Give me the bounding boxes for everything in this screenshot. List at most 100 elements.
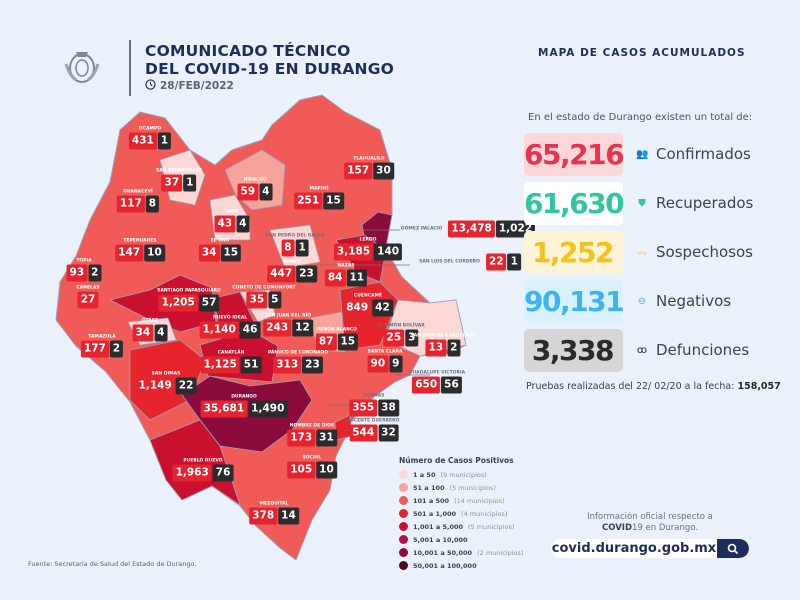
legend-swatch bbox=[399, 535, 408, 544]
municipality-name: Santiago Papasquiaro bbox=[157, 288, 221, 294]
deaths-count: 140 bbox=[374, 243, 403, 261]
deaths-count: 38 bbox=[378, 399, 399, 417]
ribbon-icon: ꝏ bbox=[636, 344, 648, 356]
stat-label-negativos: ⊖ Negativos bbox=[636, 292, 731, 310]
case-counts: 84 11 bbox=[324, 269, 368, 287]
info-text: Información oficial respecto a COVID19 e… bbox=[560, 512, 740, 534]
deaths-count: 3 bbox=[405, 329, 419, 347]
info-line-1: Información oficial respecto a bbox=[587, 512, 713, 522]
confirmed-count: 147 bbox=[115, 244, 144, 262]
deaths-count: 42 bbox=[372, 299, 393, 317]
legend-range: 501 a 1,000 bbox=[413, 509, 457, 518]
deaths-count: 2 bbox=[447, 339, 461, 357]
municipality-name: G. Simón Bolívar bbox=[377, 323, 425, 329]
stat-label-recuperados: ⛊ Recuperados bbox=[636, 194, 753, 212]
municipality-name: San Pedro del Gallo bbox=[265, 233, 325, 239]
municipality-panuco-de-coronado: Pánuco de Coronado 313 23 bbox=[268, 351, 328, 374]
deaths-count: 12 bbox=[292, 319, 313, 337]
legend-count: (5 municipios) bbox=[468, 522, 515, 531]
deaths-count: 1,490 bbox=[248, 400, 288, 418]
shield-check-icon: ⛊ bbox=[638, 197, 646, 209]
legend-title: Número de Casos Positivos bbox=[399, 456, 514, 465]
case-counts: 1,140 46 bbox=[199, 321, 261, 339]
municipality-san-luis-del-cordero: San Luis del Cordero 22 1 bbox=[419, 253, 521, 271]
legend-item: 101 a 500 (14 municipios) bbox=[399, 494, 523, 507]
confirmed-count: 117 bbox=[116, 195, 145, 213]
municipality-name: Pueblo Nuevo bbox=[183, 458, 223, 464]
legend-range: 10,001 a 50,000 bbox=[413, 548, 473, 557]
confirmed-count: 37 bbox=[161, 174, 183, 192]
municipality-name: Guadalupe Victoria bbox=[408, 370, 466, 376]
case-counts: 90 9 bbox=[367, 355, 403, 373]
municipality-mapimi: Mapimí 251 15 bbox=[294, 187, 344, 210]
municipality-name: Canatlán bbox=[217, 350, 245, 356]
municipality-name: Guanaceví bbox=[123, 189, 153, 195]
case-counts: 13,478 1,022 bbox=[448, 220, 536, 238]
municipality-hidalgo: Hidalgo 59 4 bbox=[237, 178, 273, 201]
confirmed-count: 34 bbox=[132, 324, 154, 342]
legend-range: 50,001 a 100,000 bbox=[413, 561, 477, 570]
municipality-name: El Oro bbox=[210, 238, 230, 244]
municipality-san-juan-del-rio: San Juan del Río 243 12 bbox=[263, 314, 313, 337]
legend-item: 10,001 a 50,000 (2 municipios) bbox=[399, 546, 523, 559]
header-divider bbox=[129, 40, 131, 96]
search-icon[interactable] bbox=[717, 539, 749, 558]
confirmed-count: 59 bbox=[237, 183, 259, 201]
municipality-tepehuanes: Tepehuanes 147 10 bbox=[115, 239, 165, 262]
case-counts: 22 1 bbox=[485, 253, 521, 271]
confirmed-count: 105 bbox=[287, 461, 316, 479]
legend-range: 5,001 a 10,000 bbox=[413, 535, 468, 544]
municipality-name: Peñón Blanco bbox=[317, 327, 357, 333]
municipality-name: Coneto de Comonfort bbox=[232, 285, 296, 291]
confirmed-count: 13,478 bbox=[448, 220, 495, 238]
stat-label-text: Confirmados bbox=[656, 145, 751, 163]
municipality-g-simon-bolivar: G. Simón Bolívar 25 3 bbox=[377, 323, 425, 347]
deaths-count: 15 bbox=[337, 333, 359, 351]
legend-range: 101 a 500 bbox=[413, 496, 450, 505]
case-counts: 177 2 bbox=[80, 340, 124, 358]
confirmed-count: 90 bbox=[367, 355, 389, 373]
stat-label-text: Defunciones bbox=[656, 341, 750, 359]
deaths-count: 4 bbox=[259, 183, 273, 201]
confirmed-count: 1,149 bbox=[135, 377, 175, 395]
legend-swatch bbox=[399, 483, 408, 492]
confirmed-count: 313 bbox=[273, 356, 302, 374]
deaths-count: 2 bbox=[88, 264, 102, 282]
municipality-name: Tepehuanes bbox=[123, 238, 157, 244]
municipality-lerdo: Lerdo 3,185 140 bbox=[333, 238, 403, 261]
municipality-name: San Juan del Río bbox=[264, 313, 312, 319]
deaths-count: 56 bbox=[441, 376, 462, 394]
confirmed-count: 431 bbox=[128, 132, 157, 150]
case-counts: 1,963 76 bbox=[172, 464, 234, 482]
municipality-san-dimas: San Dimas 1,149 22 bbox=[135, 372, 197, 395]
municipality-name: San Luis del Cordero bbox=[419, 259, 480, 264]
website-url[interactable]: covid.durango.gob.mx bbox=[551, 541, 717, 556]
legend-swatch bbox=[399, 470, 408, 479]
case-counts: 1,149 22 bbox=[135, 377, 197, 395]
municipality-name: Canelas bbox=[76, 285, 100, 291]
region-pueblo-nuevo bbox=[149, 419, 241, 507]
municipality-durango: Durango 35,681 1,490 bbox=[200, 395, 288, 418]
source-note: Fuente: Secretaría de Salud del Estado d… bbox=[28, 560, 197, 568]
case-counts: 34 4 bbox=[132, 324, 168, 342]
date-text: 28/FEB/2022 bbox=[160, 80, 234, 92]
case-counts: 243 12 bbox=[263, 319, 313, 337]
case-counts: 147 10 bbox=[115, 244, 165, 262]
case-counts: 313 23 bbox=[273, 356, 323, 374]
deaths-count: 1 bbox=[183, 174, 197, 192]
deaths-count: 10 bbox=[144, 244, 165, 262]
municipality-pueblo-nuevo: Pueblo Nuevo 1,963 76 bbox=[172, 458, 234, 482]
deaths-count: 1 bbox=[295, 239, 309, 257]
deaths-count: 1 bbox=[157, 132, 172, 150]
legend-swatch bbox=[399, 522, 408, 531]
municipality-santa-clara: Santa Clara 90 9 bbox=[367, 350, 403, 373]
deaths-count: 46 bbox=[239, 321, 261, 339]
case-counts: 59 4 bbox=[237, 183, 273, 201]
municipality-name: Nombre de Dios bbox=[289, 423, 335, 429]
website-link[interactable]: covid.durango.gob.mx bbox=[551, 539, 749, 558]
durango-seal-logo bbox=[62, 44, 102, 88]
case-counts: 105 10 bbox=[287, 461, 337, 479]
confirmed-count: 93 bbox=[66, 264, 88, 282]
case-counts: 13 2 bbox=[425, 339, 461, 357]
legend-swatch bbox=[399, 561, 408, 570]
